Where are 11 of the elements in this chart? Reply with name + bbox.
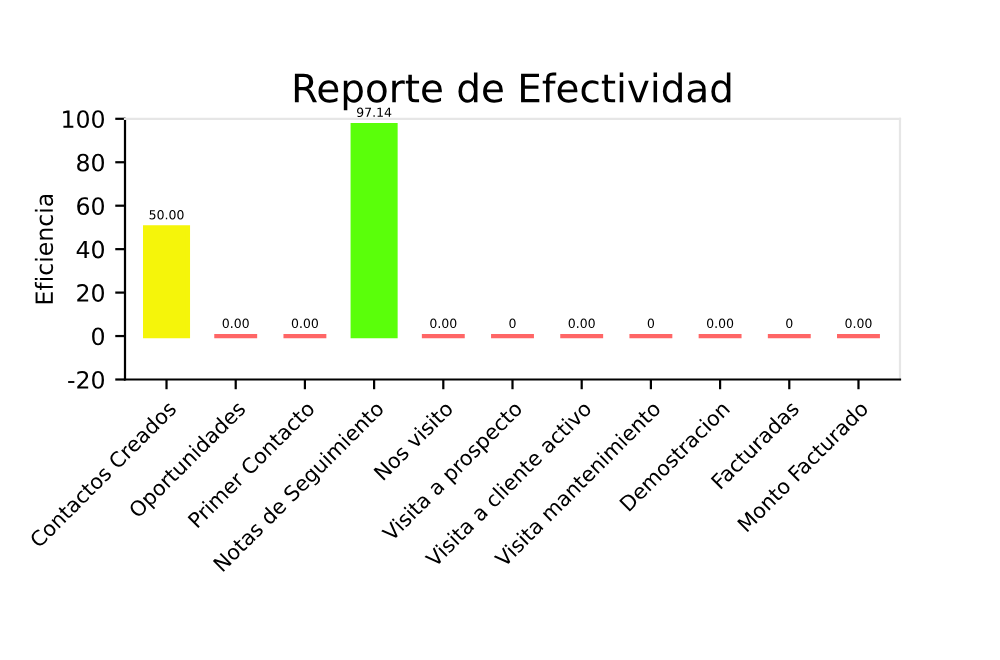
y-tick-label: -20 — [68, 370, 104, 389]
y-tick-label: 0 — [92, 327, 104, 346]
bar — [350, 122, 398, 339]
y-axis-title: Eficiencia — [34, 194, 54, 304]
bar — [142, 225, 191, 339]
y-tick-label: 20 — [77, 284, 104, 302]
y-tick-label: 80 — [77, 153, 104, 172]
y-tick-label: 100 — [63, 110, 104, 129]
y-tick-label: 40 — [76, 240, 104, 259]
chart-title: Reporte de Efectividad — [294, 72, 731, 111]
y-tick-label: 60 — [77, 197, 104, 216]
